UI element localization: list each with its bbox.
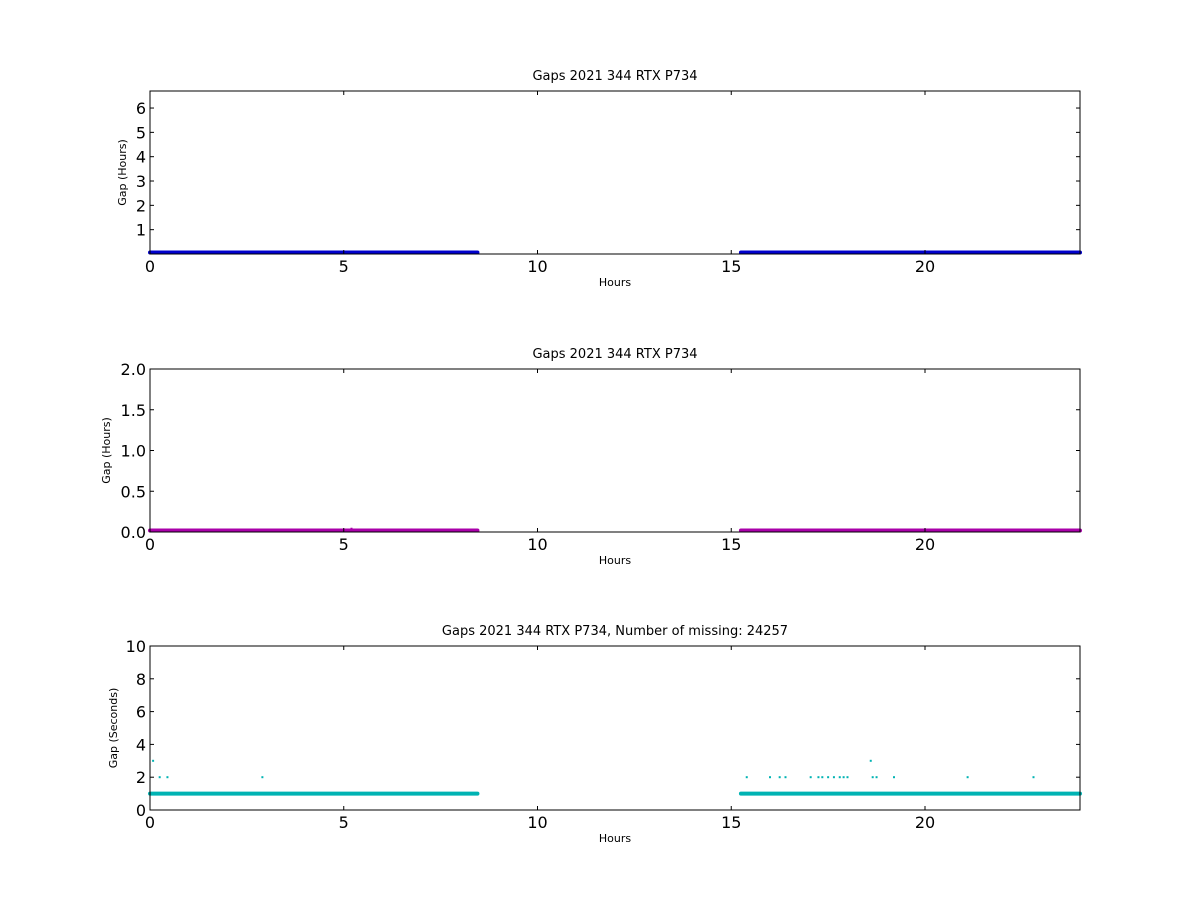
x-tick-label: 15 [721,257,741,276]
y-axis-label: Gap (Seconds) [107,688,120,769]
x-axis-label: Hours [599,276,631,289]
y-tick-label: 4 [136,735,146,754]
data-point [1032,776,1035,779]
y-tick-label: 0.0 [121,523,146,542]
data-point [966,776,969,779]
data-point [784,776,787,779]
y-axis-label: Gap (Hours) [100,417,113,484]
axes-frame [149,645,1081,811]
data-point [832,776,835,779]
x-axis-label: Hours [599,554,631,567]
chart-title: Gaps 2021 344 RTX P734 [532,69,697,84]
x-tick-label: 20 [915,257,935,276]
x-tick-label: 10 [527,257,547,276]
data-point [838,776,841,779]
data-point [152,759,155,762]
x-tick-label: 15 [721,813,741,832]
y-tick-label: 2 [136,196,146,215]
y-tick-label: 6 [136,99,146,118]
data-point [166,776,169,779]
y-tick-label: 5 [136,123,146,142]
data-point [261,776,264,779]
y-tick-label: 0 [136,801,146,820]
y-axis-label: Gap (Hours) [116,139,129,206]
data-point [869,759,872,762]
chart-panel-2: Gaps 2021 344 RTX P734 0 5 10 15 20 0.0 0.5 1.0 1… [100,347,1082,567]
data-point [778,776,781,779]
x-tick-label: 0 [145,257,155,276]
axes-frame [149,90,1081,255]
data-point [821,776,824,779]
series-marks [148,250,1082,255]
x-tick-label: 15 [721,535,741,554]
y-tick-label: 1.5 [121,401,146,420]
data-point [827,776,830,779]
data-point [817,776,820,779]
y-tick-label: 1.0 [121,442,146,461]
y-tick-label: 4 [136,148,146,167]
y-tick-label: 1 [136,221,146,240]
y-tick-label: 2.0 [121,360,146,379]
data-point [875,776,878,779]
data-point [809,776,812,779]
axes-frame [149,368,1081,533]
x-tick-label: 5 [339,535,349,554]
chart-panel-3: Gaps 2021 344 RTX P734, Number of missin… [107,624,1082,845]
x-tick-label: 20 [915,813,935,832]
x-tick-label: 10 [527,535,547,554]
y-tick-label: 10 [126,637,146,656]
x-tick-label: 5 [339,257,349,276]
x-tick-label: 20 [915,535,935,554]
data-point [871,776,874,779]
x-tick-label: 5 [339,813,349,832]
x-tick-label: 0 [145,813,155,832]
x-tick-label: 0 [145,535,155,554]
y-tick-label: 3 [136,172,146,191]
y-tick-label: 8 [136,670,146,689]
y-tick-label: 2 [136,768,146,787]
data-point [745,776,748,779]
x-axis-label: Hours [599,832,631,845]
chart-title: Gaps 2021 344 RTX P734 [532,347,697,362]
chart-panel-1: Gaps 2021 344 RTX P734 0 5 10 15 20 1 2 3 4 5 6 Hour… [116,69,1082,289]
chart-title: Gaps 2021 344 RTX P734, Number of missin… [442,624,788,639]
data-point [842,776,845,779]
series-marks [148,759,1082,796]
data-point [769,776,771,779]
data-point [350,251,353,254]
x-tick-label: 10 [527,813,547,832]
data-point [846,776,849,779]
data-point [158,776,161,779]
series-marks [148,527,1082,533]
data-point [893,776,895,779]
y-tick-label: 0.5 [121,482,146,501]
data-point [350,527,353,530]
y-tick-label: 6 [136,703,146,722]
